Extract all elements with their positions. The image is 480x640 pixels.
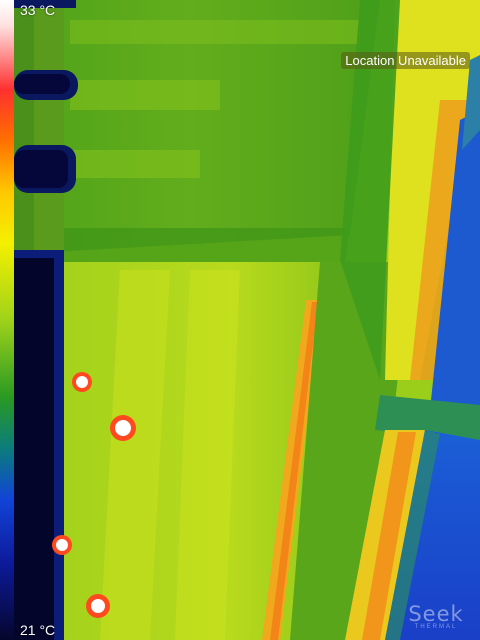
location-status-badge: Location Unavailable [341,52,470,69]
brand-name: Seek [408,602,464,626]
brand-logo: Seek THERMAL [406,602,466,630]
scale-min-temperature: 21 °C [20,622,56,638]
brand-subtitle: THERMAL [414,624,458,630]
scale-max-temperature: 33 °C [20,2,56,18]
temperature-color-scale [0,0,14,640]
